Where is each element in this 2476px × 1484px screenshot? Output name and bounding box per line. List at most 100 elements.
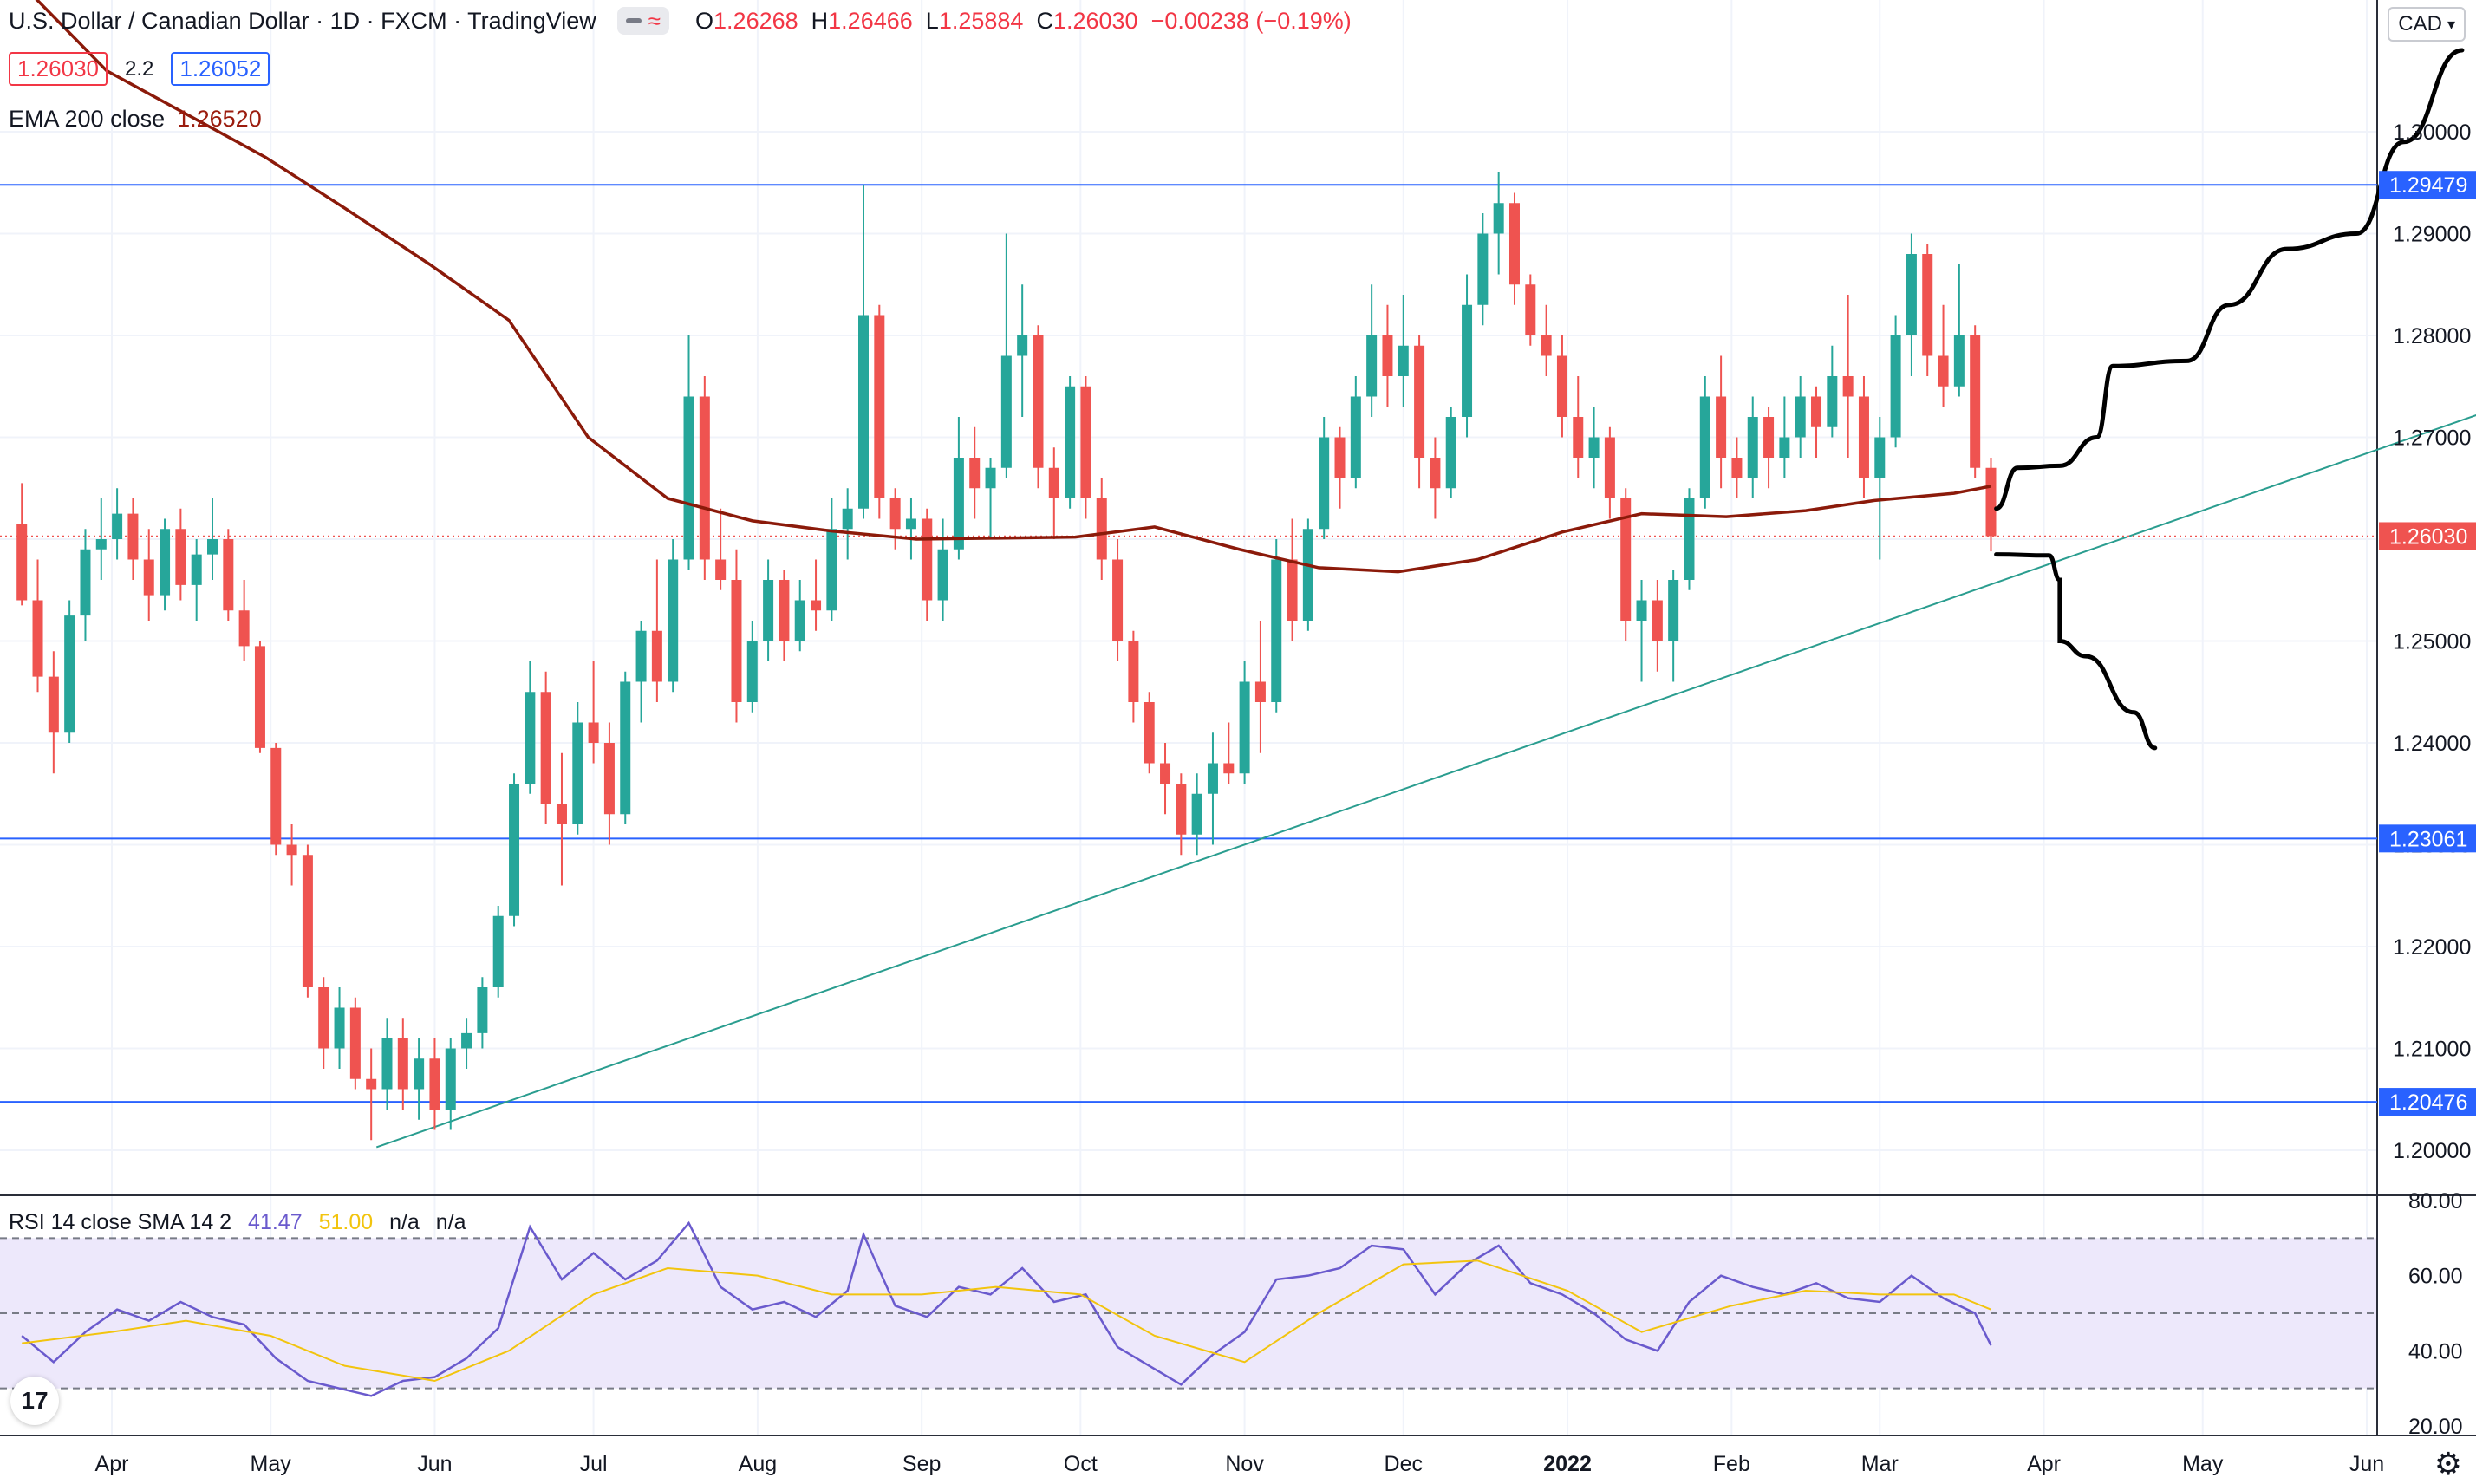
candle-body (699, 396, 710, 560)
buy-button[interactable]: 1.26052 (171, 52, 270, 86)
rsi-legend[interactable]: RSI 14 close SMA 14 2 41.47 51.00 n/a n/… (9, 1210, 466, 1235)
candle-body (302, 855, 313, 987)
candle-body (414, 1058, 425, 1090)
candle-down (127, 498, 139, 580)
candle-body (1065, 386, 1076, 498)
candle-body (509, 784, 520, 916)
candle-body (1096, 498, 1107, 560)
sell-button[interactable]: 1.26030 (9, 52, 108, 86)
candle-body (1747, 417, 1758, 478)
candle-body (1223, 763, 1235, 774)
candle-body (1160, 763, 1171, 784)
candle-up (1953, 264, 1965, 397)
candle-body (48, 676, 59, 733)
candle-body (1604, 437, 1615, 498)
candle-body (937, 549, 948, 601)
ema-legend[interactable]: EMA 200 close 1.26520 (9, 106, 262, 133)
candle-up (414, 1038, 425, 1120)
tradingview-logo-icon[interactable]: 17 (10, 1377, 59, 1425)
candle-up (477, 977, 488, 1049)
rsi-na-2: n/a (435, 1210, 466, 1234)
candle-body (1176, 784, 1187, 835)
candle-body (525, 692, 536, 784)
candle-down (1128, 630, 1139, 723)
ema-value: 1.26520 (177, 106, 262, 132)
candle-down (1938, 304, 1949, 407)
candle-down (969, 426, 981, 519)
candle-down (556, 752, 567, 886)
candle-up (207, 498, 218, 580)
candle-up (937, 518, 948, 621)
candle-up (668, 539, 679, 693)
candle-body (1239, 681, 1250, 774)
candle-up (1668, 570, 1679, 682)
hand-drawn-scenario-path (1994, 552, 2158, 751)
candle-up (794, 580, 805, 652)
candle-up (1827, 345, 1838, 438)
chart-style-toggle[interactable]: ≈ (616, 7, 670, 35)
level-price-badge-text: 1.20476 (2389, 1090, 2467, 1115)
candle-up (746, 621, 758, 713)
candle-body (64, 615, 75, 733)
gear-icon[interactable]: ⚙ (2434, 1446, 2462, 1481)
candle-body (1048, 467, 1059, 498)
candle-up (1398, 295, 1409, 407)
level-price-badge-bg (2379, 1088, 2476, 1116)
candle-up (334, 987, 345, 1069)
candle-body (651, 630, 662, 682)
candle-body (1445, 417, 1456, 489)
candle-down (286, 824, 297, 886)
candle-down (1382, 304, 1393, 407)
candle-body (1636, 600, 1647, 621)
candle-body (1080, 386, 1091, 498)
candle-down (922, 508, 933, 621)
rsi-na-1: n/a (389, 1210, 420, 1234)
time-tick-label: Nov (1225, 1452, 1264, 1476)
candle-body (492, 915, 504, 987)
candle-body (1414, 345, 1425, 458)
candle-body (1699, 396, 1710, 498)
level-price-badge-text: 1.29479 (2389, 173, 2467, 198)
candle-down (1556, 335, 1567, 438)
rsi-value: 41.47 (248, 1210, 303, 1234)
candle-body (477, 987, 488, 1033)
price-tick-label: 1.21000 (2393, 1038, 2471, 1062)
candle-up (1191, 773, 1202, 856)
candle-body (1541, 335, 1552, 356)
candle-up (525, 661, 536, 794)
price-axis: 1.300001.290001.280001.270001.260001.250… (2379, 120, 2476, 1439)
candle-body (953, 458, 964, 550)
candle-body (1556, 355, 1567, 417)
candle-up (1445, 407, 1456, 498)
candle-up (763, 559, 774, 661)
candle-down (651, 559, 662, 702)
time-tick-label: Jun (2349, 1452, 2384, 1476)
time-tick-label: Oct (1064, 1452, 1098, 1476)
candle-up (572, 702, 583, 835)
candle-body (160, 529, 171, 596)
candle-up (858, 185, 869, 519)
candle-up (1462, 274, 1473, 438)
symbol-legend[interactable]: U.S. Dollar / Canadian Dollar · 1D · FXC… (9, 7, 1352, 35)
currency-select[interactable]: CAD ▾ (2388, 7, 2466, 42)
candle-down (1223, 722, 1235, 784)
candle-body (95, 539, 107, 550)
time-axis: Apr May Jun Jul Aug Sep Oct Nov Dec 2022 Feb Mar Apr… (95, 1452, 2385, 1476)
hand-drawn-scenario-path (1994, 48, 2465, 511)
candle-body (175, 529, 186, 585)
rsi-sma-value: 51.00 (318, 1210, 374, 1234)
candle-up (1890, 315, 1901, 448)
candle-body (889, 498, 901, 530)
candle-body (794, 600, 805, 641)
candle-down (1430, 437, 1441, 519)
symbol-title: U.S. Dollar / Canadian Dollar · 1D · FXC… (9, 7, 596, 34)
candle-down (1731, 437, 1743, 498)
time-tick-label: Apr (95, 1452, 129, 1476)
candle-down (1080, 376, 1091, 519)
candle-body (858, 315, 869, 509)
candle-up (1000, 233, 1012, 478)
candle-up (985, 458, 996, 539)
price-tick-label: 1.22000 (2393, 935, 2471, 960)
candle-body (1398, 345, 1409, 376)
